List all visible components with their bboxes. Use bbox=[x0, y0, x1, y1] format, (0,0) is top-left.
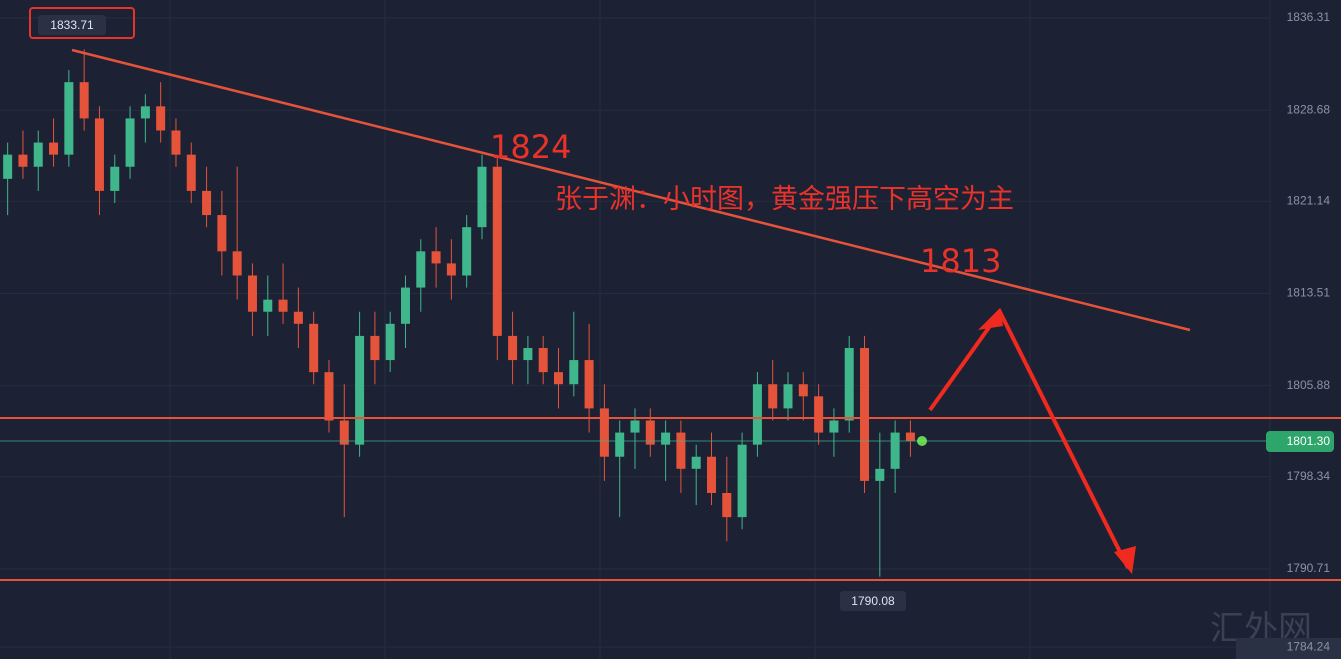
annotation: 1813 bbox=[920, 242, 1001, 280]
candle-body bbox=[462, 227, 472, 276]
candle-body bbox=[431, 251, 441, 264]
annotation: 1824 bbox=[490, 128, 571, 166]
candle-body bbox=[508, 335, 518, 361]
candle-body bbox=[814, 396, 824, 433]
candle-body bbox=[691, 456, 701, 469]
candle-body bbox=[94, 118, 104, 191]
candle-body bbox=[186, 154, 196, 191]
candle-body bbox=[875, 468, 885, 481]
candle-body bbox=[110, 166, 120, 191]
candle-body bbox=[385, 323, 395, 361]
candle-body bbox=[523, 347, 533, 361]
candle-body bbox=[890, 432, 900, 469]
arrow-head bbox=[1114, 546, 1136, 574]
candle-body bbox=[263, 299, 273, 312]
trend-line bbox=[71, 48, 1191, 332]
candle-body bbox=[752, 384, 762, 445]
candle-body bbox=[860, 347, 870, 481]
candle-body bbox=[492, 166, 502, 336]
candle-body bbox=[446, 263, 456, 276]
candle-body bbox=[400, 287, 410, 324]
candle-body bbox=[416, 251, 426, 288]
grid bbox=[0, 17, 1270, 648]
y-tick-label: 1790.71 bbox=[1287, 561, 1331, 575]
candle-body bbox=[278, 299, 288, 312]
candle-body bbox=[3, 154, 13, 179]
candle-body bbox=[156, 106, 166, 131]
candle-body bbox=[202, 190, 212, 216]
candle-body bbox=[247, 275, 257, 312]
candle-body bbox=[171, 130, 181, 155]
y-tick-label: 1784.24 bbox=[1287, 639, 1331, 653]
y-tick-label: 1836.31 bbox=[1287, 10, 1331, 24]
y-tick-label: 1821.14 bbox=[1287, 193, 1331, 207]
candle-body bbox=[355, 335, 365, 445]
candle-body bbox=[33, 142, 43, 167]
candle-body bbox=[768, 384, 778, 409]
y-tick-label: 1798.34 bbox=[1287, 469, 1331, 483]
candle-body bbox=[477, 166, 487, 228]
candle-body bbox=[707, 456, 717, 493]
last-price-box bbox=[1266, 431, 1334, 452]
candle-body bbox=[232, 251, 242, 276]
candle-body bbox=[553, 372, 563, 385]
candle-body bbox=[844, 347, 854, 421]
bottom-badge bbox=[1236, 638, 1341, 659]
candle-body bbox=[615, 432, 625, 457]
last-price-dot bbox=[917, 436, 927, 446]
candle-body bbox=[79, 82, 89, 119]
candle-body bbox=[217, 215, 227, 252]
candle-body bbox=[661, 432, 671, 445]
high-highlight bbox=[29, 7, 135, 39]
y-tick-label: 1805.88 bbox=[1287, 378, 1331, 392]
candle-body bbox=[18, 154, 28, 167]
candle-body bbox=[798, 384, 808, 397]
candle-body bbox=[49, 142, 59, 155]
high-label: 1833.71 bbox=[50, 18, 94, 32]
candle-body bbox=[140, 106, 150, 119]
candle-body bbox=[599, 408, 609, 457]
candle-body bbox=[722, 492, 732, 518]
candle-body bbox=[630, 420, 640, 433]
candle-body bbox=[676, 432, 686, 469]
candle-body bbox=[829, 420, 839, 433]
high-label-box bbox=[38, 15, 106, 35]
candle-body bbox=[324, 372, 334, 421]
y-tick-label: 1828.68 bbox=[1287, 102, 1331, 116]
candle-body bbox=[538, 347, 548, 373]
candle-body bbox=[584, 360, 594, 409]
candle-body bbox=[737, 444, 747, 518]
candle-body bbox=[309, 323, 319, 373]
arrow-head bbox=[978, 308, 1003, 330]
candle-body bbox=[905, 432, 915, 442]
candle-body bbox=[645, 420, 655, 445]
last-price-label: 1801.30 bbox=[1287, 434, 1331, 448]
candle-body bbox=[569, 360, 579, 385]
candle-body bbox=[125, 118, 135, 167]
low-label: 1790.08 bbox=[851, 594, 895, 608]
annotation: 张于渊：小时图，黄金强压下高空为主 bbox=[555, 184, 1014, 215]
candle-body bbox=[293, 311, 303, 324]
candle-body bbox=[783, 384, 793, 409]
y-tick-label: 1813.51 bbox=[1287, 286, 1331, 300]
candle-body bbox=[64, 82, 74, 155]
candle-body bbox=[339, 420, 349, 445]
low-label-box bbox=[840, 591, 906, 611]
candles bbox=[3, 49, 915, 577]
candle-body bbox=[370, 335, 380, 361]
